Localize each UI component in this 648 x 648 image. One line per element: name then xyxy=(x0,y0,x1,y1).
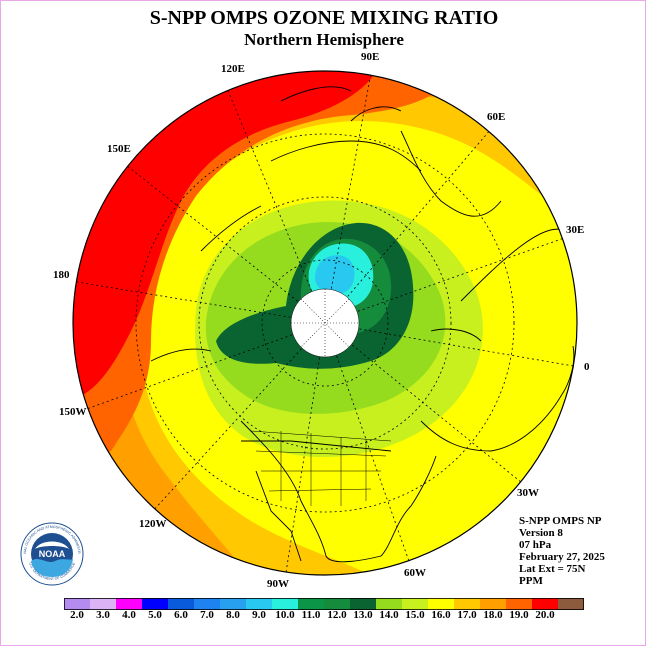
colorbar-tick-label: 3.0 xyxy=(96,609,110,621)
colorbar-tick-label: 10.0 xyxy=(275,609,295,621)
lon-label-90w: 90W xyxy=(267,578,289,590)
colorbar-swatch xyxy=(194,598,221,610)
colorbar-swatch xyxy=(220,598,247,610)
lon-label-90e: 90E xyxy=(361,51,380,63)
colorbar-tick-label: 9.0 xyxy=(252,609,266,621)
colorbar-swatch xyxy=(272,598,299,610)
lon-label-180: 180 xyxy=(53,269,70,281)
colorbar-tick-label: 11.0 xyxy=(301,609,321,621)
colorbar-tick-label: 13.0 xyxy=(353,609,373,621)
colorbar xyxy=(64,598,584,610)
info-version: Version 8 xyxy=(519,527,563,539)
pole-grid xyxy=(291,289,359,357)
info-units: PPM xyxy=(519,575,543,587)
info-lat-ext: Lat Ext = 75N xyxy=(519,563,586,575)
lon-label-30w: 30W xyxy=(517,487,539,499)
colorbar-swatch xyxy=(428,598,455,610)
colorbar-tick-label: 8.0 xyxy=(226,609,240,621)
colorbar-swatch xyxy=(142,598,169,610)
colorbar-tick-label: 2.0 xyxy=(70,609,84,621)
colorbar-swatch xyxy=(64,598,91,610)
coastlines xyxy=(150,86,575,563)
colorbar-tick-label: 15.0 xyxy=(405,609,425,621)
page-title: S-NPP OMPS OZONE MIXING RATIO xyxy=(149,7,499,29)
map-border xyxy=(72,70,578,576)
colorbar-swatch xyxy=(558,598,584,610)
colorbar-swatch xyxy=(90,598,117,610)
colorbar-swatch xyxy=(168,598,195,610)
colorbar-tick-label: 6.0 xyxy=(174,609,188,621)
state-boundaries xyxy=(250,430,392,506)
colorbar-swatch xyxy=(506,598,533,610)
colorbar-swatch xyxy=(324,598,351,610)
lon-label-150w: 150W xyxy=(59,406,87,418)
colorbar-tick-label: 20.0 xyxy=(535,609,555,621)
colorbar-swatch xyxy=(454,598,481,610)
logo-text: NOAA xyxy=(39,549,66,559)
colorbar-tick-label: 17.0 xyxy=(457,609,477,621)
colorbar-tick-label: 5.0 xyxy=(148,609,162,621)
colorbar-swatch xyxy=(116,598,143,610)
info-pressure: 07 hPa xyxy=(519,539,552,551)
colorbar-tick-label: 7.0 xyxy=(200,609,214,621)
lon-label-0: 0 xyxy=(584,361,590,373)
colorbar-swatch xyxy=(350,598,377,610)
page-subtitle: Northern Hemisphere xyxy=(244,30,404,49)
lon-label-30e: 30E xyxy=(566,224,585,236)
colorbar-tick-label: 12.0 xyxy=(327,609,347,621)
colorbar-tick-label: 16.0 xyxy=(431,609,451,621)
info-block: S-NPP OMPS NP Version 8 07 hPa February … xyxy=(519,515,605,587)
graticule xyxy=(73,72,577,575)
colorbar-tick-label: 14.0 xyxy=(379,609,399,621)
colorbar-swatch xyxy=(246,598,273,610)
lon-label-150e: 150E xyxy=(107,143,131,155)
info-instrument: S-NPP OMPS NP xyxy=(519,515,602,527)
colorbar-tick-label: 4.0 xyxy=(122,609,136,621)
field-9-10 xyxy=(315,255,355,295)
lon-label-60w: 60W xyxy=(404,567,426,579)
lon-label-120w: 120W xyxy=(139,518,167,530)
colorbar-swatch xyxy=(298,598,325,610)
colorbar-swatch xyxy=(402,598,429,610)
lon-label-120e: 120E xyxy=(221,63,245,75)
colorbar-swatch xyxy=(376,598,403,610)
colorbar-swatch xyxy=(532,598,559,610)
info-date: February 27, 2025 xyxy=(519,551,605,563)
colorbar-swatch xyxy=(480,598,507,610)
lon-label-60e: 60E xyxy=(487,111,506,123)
colorbar-tick-label: 18.0 xyxy=(483,609,503,621)
colorbar-border xyxy=(64,598,584,610)
colorbar-tick-label: 19.0 xyxy=(509,609,529,621)
noaa-logo: NOAA NATIONAL OCEANIC AND ATMOSPHERIC AD… xyxy=(19,521,84,586)
